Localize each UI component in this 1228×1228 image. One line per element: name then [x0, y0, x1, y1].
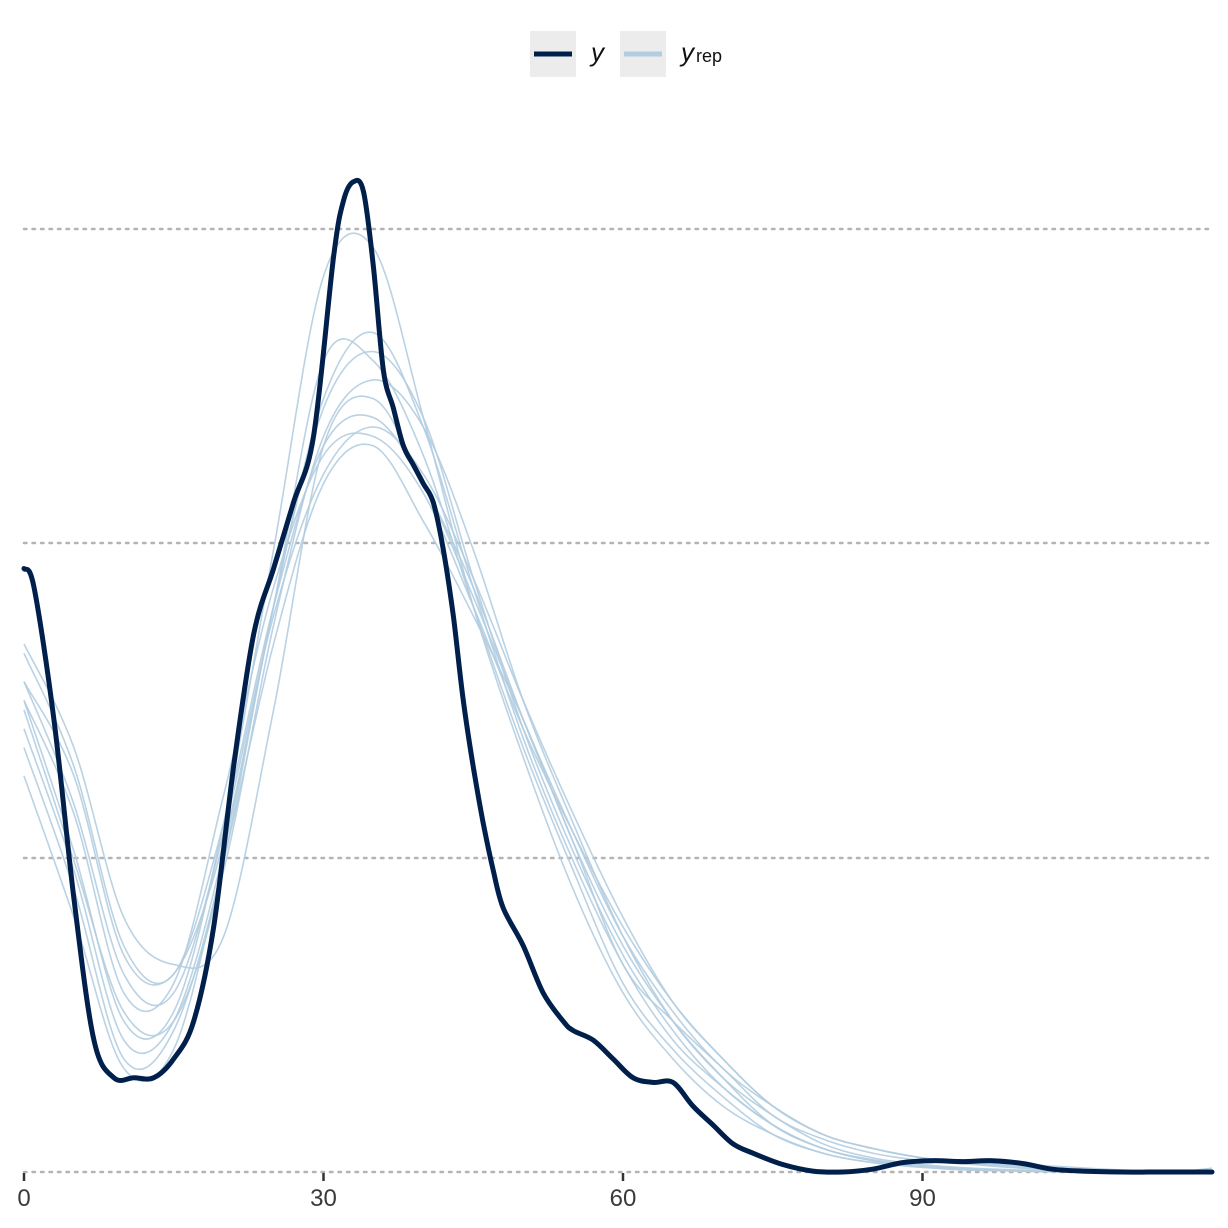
x-axis: 0 30 60 90	[17, 1173, 936, 1212]
yrep-line-7	[23, 432, 1213, 1173]
yrep-line-3	[23, 338, 1212, 1173]
yrep-line-6	[23, 350, 1212, 1173]
legend-label-yrep: y	[679, 37, 696, 67]
y-line	[21, 177, 1215, 1175]
legend-label-yrep-subscript: rep	[696, 46, 722, 66]
x-tick-label-30: 30	[310, 1185, 337, 1212]
yrep-line-8	[23, 331, 1212, 1173]
legend-label-y: y	[589, 37, 606, 67]
yrep-line-1	[23, 395, 1213, 1173]
gridlines	[22, 227, 1214, 1174]
yrep-line-10	[23, 414, 1213, 1173]
legend: y y rep	[530, 31, 722, 77]
legend-item-yrep: y rep	[620, 31, 722, 77]
legend-item-y: y	[530, 31, 606, 77]
yrep-line-5	[23, 232, 1212, 1173]
x-tick-label-90: 90	[909, 1185, 936, 1212]
y-series-group	[21, 177, 1215, 1175]
x-tick-label-0: 0	[17, 1185, 30, 1212]
yrep-series-group	[23, 232, 1213, 1173]
yrep-line-4	[23, 379, 1212, 1173]
x-tick-label-60: 60	[610, 1185, 637, 1212]
